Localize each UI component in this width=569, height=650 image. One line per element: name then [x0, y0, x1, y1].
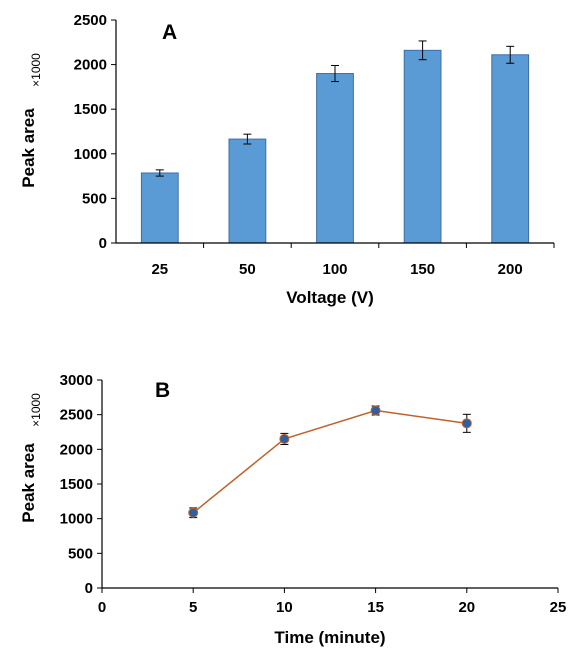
x-tick-label: 20 — [458, 599, 475, 616]
data-point — [188, 507, 199, 518]
chart-a-y-ticks: 0 500 1000 1500 2000 2500 — [74, 12, 116, 252]
x-tick-label: 5 — [189, 599, 197, 616]
y-tick-label: 1000 — [60, 511, 93, 528]
bar — [403, 49, 442, 244]
x-tick-label: 25 — [151, 261, 168, 278]
chart-b-x-ticks: 0 5 10 15 20 25 — [98, 588, 567, 616]
chart-a: 0 500 1000 1500 2000 2500 25 50 100 150 200 A ×10… — [19, 12, 555, 307]
chart-a-y-axis-label: Peak area — [19, 108, 38, 188]
chart-a-axes — [115, 20, 554, 244]
y-tick-label: 2000 — [74, 57, 107, 74]
y-tick-label: 3000 — [60, 372, 93, 389]
chart-b-panel-label: B — [155, 379, 170, 402]
y-tick-label: 1500 — [60, 476, 93, 493]
y-tick-label: 0 — [99, 235, 107, 252]
chart-b-x-axis-label: Time (minute) — [274, 628, 385, 647]
y-tick-label: 500 — [68, 545, 93, 562]
data-point — [370, 405, 381, 416]
chart-a-x-ticks: 25 50 100 150 200 — [151, 243, 555, 278]
chart-a-error-bars — [155, 40, 515, 177]
chart-b-axes — [101, 380, 558, 589]
y-tick-label: 1500 — [74, 101, 107, 118]
bar — [316, 73, 354, 244]
x-tick-label: 200 — [498, 261, 523, 278]
y-tick-label: 2000 — [60, 441, 93, 458]
chart-a-x-axis-label: Voltage (V) — [286, 288, 374, 307]
y-tick-label: 2500 — [60, 407, 93, 424]
series-line — [192, 409, 467, 514]
chart-b: 0 500 1000 1500 2000 2500 3000 0 5 10 15 20 25 B ×1… — [19, 372, 566, 647]
chart-a-panel-label: A — [162, 21, 177, 44]
data-point — [279, 433, 290, 444]
chart-b-y-ticks: 0 500 1000 1500 2000 2500 3000 — [60, 372, 102, 597]
x-tick-label: 50 — [239, 261, 256, 278]
x-tick-label: 10 — [276, 599, 293, 616]
bar — [491, 54, 530, 244]
x-tick-label: 15 — [367, 599, 384, 616]
x-tick-label: 25 — [550, 599, 567, 616]
chart-b-multiplier: ×1000 — [29, 393, 43, 427]
y-tick-label: 0 — [85, 580, 93, 597]
y-tick-label: 500 — [82, 190, 107, 207]
chart-b-y-axis-label: Peak area — [19, 443, 38, 523]
chart-b-series — [188, 405, 472, 519]
y-tick-label: 2500 — [74, 12, 107, 29]
y-tick-label: 1000 — [74, 146, 107, 163]
chart-a-multiplier: ×1000 — [29, 53, 43, 87]
x-tick-label: 100 — [322, 261, 347, 278]
x-tick-label: 0 — [98, 599, 106, 616]
bar — [228, 138, 267, 244]
x-tick-label: 150 — [410, 261, 435, 278]
bar — [140, 172, 179, 244]
data-point — [461, 418, 472, 429]
